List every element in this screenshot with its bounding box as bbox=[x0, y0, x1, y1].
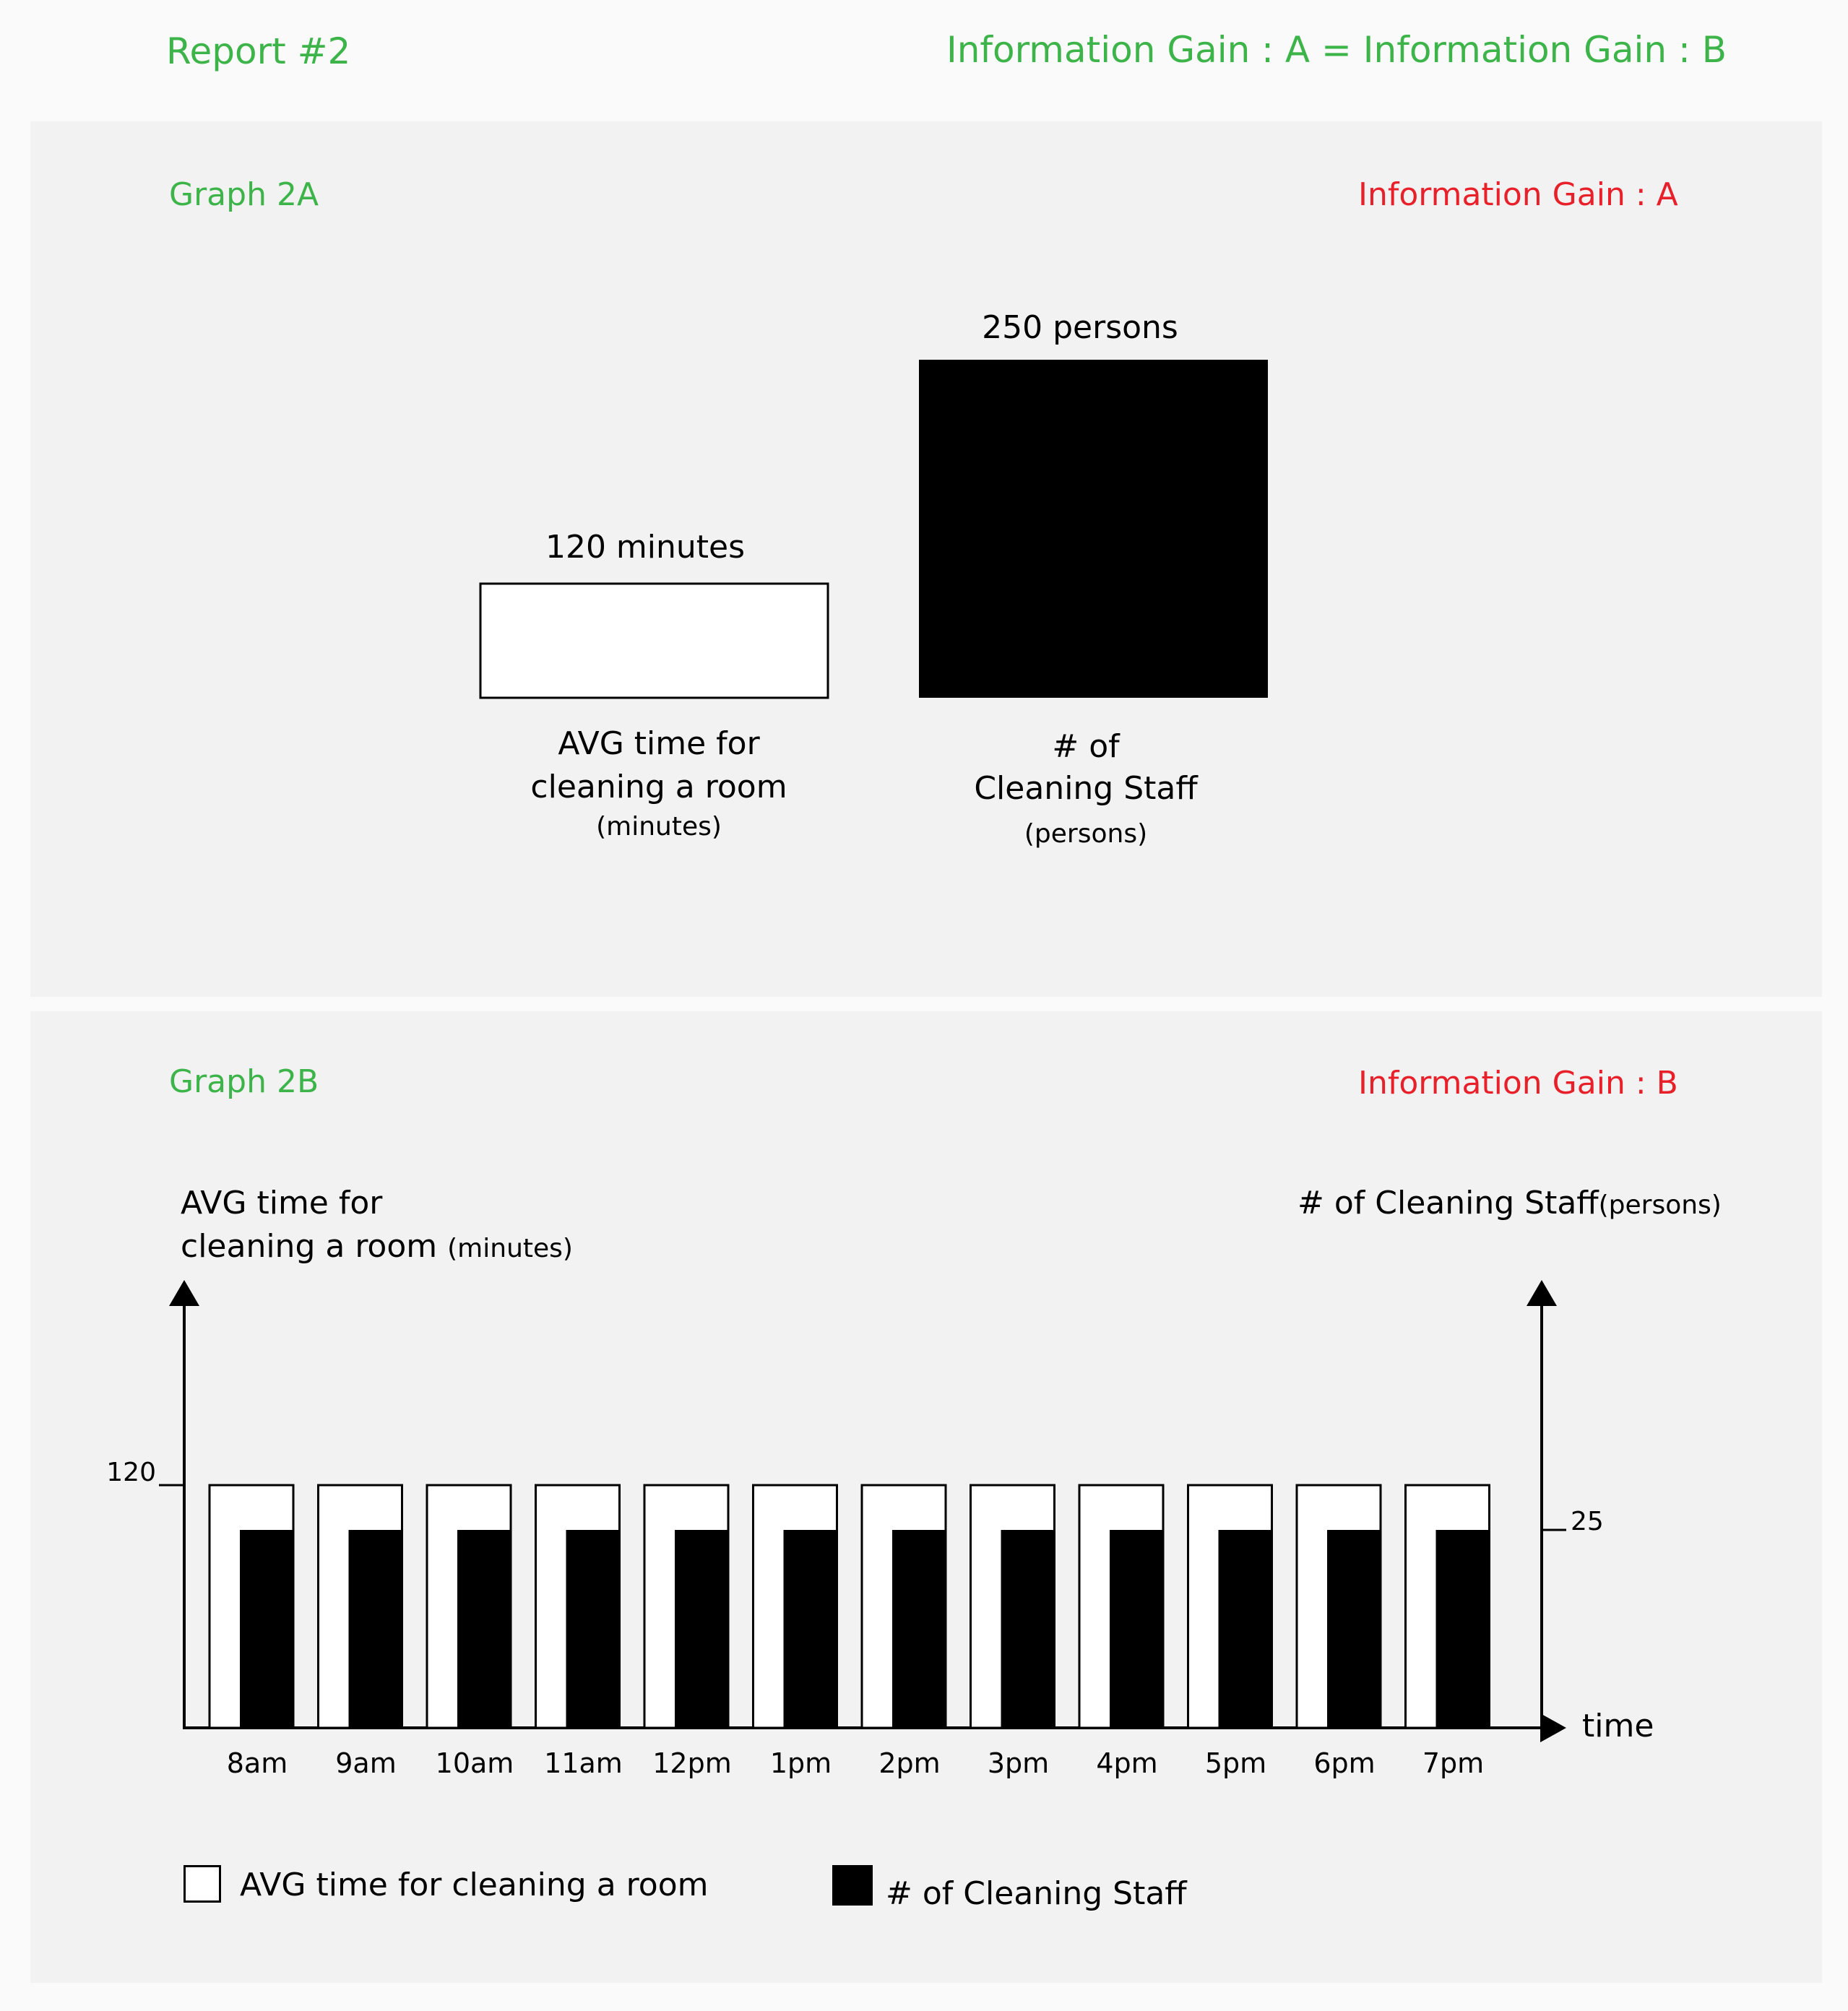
cleaning-staff-bar bbox=[1435, 1530, 1490, 1728]
right-y-tick-label: 25 bbox=[1571, 1507, 1604, 1536]
x-axis-arrow bbox=[1540, 1713, 1566, 1742]
graph-2b-title: Graph 2B bbox=[169, 1063, 319, 1100]
cleaning-staff-bar bbox=[892, 1530, 946, 1728]
cleaning-staff-category-unit: (persons) bbox=[1024, 819, 1148, 849]
cleaning-staff-bar bbox=[1110, 1530, 1163, 1728]
x-tick-label: 7pm bbox=[1422, 1747, 1484, 1779]
avg-time-value-label: 120 minutes bbox=[545, 529, 746, 566]
right-axis-title-text: # of Cleaning Staff bbox=[1298, 1185, 1599, 1221]
avg-time-category-unit: (minutes) bbox=[596, 812, 722, 842]
cleaning-staff-category-line1: # of bbox=[1052, 728, 1120, 765]
cleaning-staff-category-line2: Cleaning Staff bbox=[974, 770, 1198, 807]
report-title: Report #2 bbox=[166, 30, 351, 72]
left-axis-title-line2: cleaning a room (minutes) bbox=[181, 1228, 573, 1265]
right-y-axis-arrow bbox=[1527, 1280, 1557, 1306]
x-tick-label: 6pm bbox=[1313, 1747, 1375, 1779]
left-axis-title-line1: AVG time for bbox=[181, 1185, 383, 1221]
legend-cleaning-staff-swatch bbox=[832, 1865, 873, 1906]
x-tick-label: 10am bbox=[436, 1747, 514, 1779]
x-tick-label: 4pm bbox=[1096, 1747, 1157, 1779]
x-tick-label: 12pm bbox=[652, 1747, 732, 1779]
x-tick-label: 11am bbox=[544, 1747, 623, 1779]
avg-time-bar bbox=[479, 582, 829, 699]
cleaning-staff-bar bbox=[348, 1530, 402, 1728]
left-axis-title-text: cleaning a room bbox=[181, 1228, 438, 1265]
cleaning-staff-bar bbox=[457, 1530, 511, 1728]
cleaning-staff-bar bbox=[1001, 1530, 1055, 1728]
cleaning-staff-bar bbox=[675, 1530, 728, 1728]
right-axis-unit: (persons) bbox=[1598, 1190, 1722, 1220]
legend-avg-time-swatch bbox=[183, 1865, 221, 1903]
legend-avg-time-label: AVG time for cleaning a room bbox=[240, 1867, 709, 1903]
x-tick-label: 9am bbox=[335, 1747, 396, 1779]
cleaning-staff-bar bbox=[1218, 1530, 1272, 1728]
avg-time-category-line1: AVG time for bbox=[558, 725, 760, 762]
avg-time-category-line2: cleaning a room bbox=[530, 769, 787, 805]
legend-cleaning-staff-label: # of Cleaning Staff bbox=[886, 1875, 1187, 1912]
graph-2a-title: Graph 2A bbox=[169, 176, 319, 213]
information-gain-equation: Information Gain : A = Information Gain … bbox=[946, 29, 1727, 71]
cleaning-staff-bar bbox=[240, 1530, 293, 1728]
left-axis-unit: (minutes) bbox=[447, 1234, 573, 1263]
cleaning-staff-bar bbox=[566, 1530, 620, 1728]
x-tick-label: 2pm bbox=[878, 1747, 940, 1779]
cleaning-staff-bar bbox=[919, 360, 1268, 698]
right-axis-title: # of Cleaning Staff(persons) bbox=[1298, 1185, 1722, 1221]
graph-2a-chart bbox=[479, 360, 1268, 699]
graph-2b-gain-label: Information Gain : B bbox=[1358, 1065, 1678, 1102]
cleaning-staff-bar bbox=[1327, 1530, 1381, 1728]
cleaning-staff-bar bbox=[783, 1530, 837, 1728]
left-y-tick-label: 120 bbox=[106, 1458, 156, 1487]
x-tick-label: 8am bbox=[227, 1747, 288, 1779]
x-tick-label: 1pm bbox=[770, 1747, 832, 1779]
cleaning-staff-value-label: 250 persons bbox=[982, 309, 1178, 346]
x-tick-label: 5pm bbox=[1205, 1747, 1266, 1779]
x-axis-title: time bbox=[1582, 1708, 1654, 1744]
x-tick-label: 3pm bbox=[988, 1747, 1049, 1779]
graph-2a-gain-label: Information Gain : A bbox=[1358, 176, 1678, 213]
left-y-axis-arrow bbox=[169, 1280, 199, 1306]
